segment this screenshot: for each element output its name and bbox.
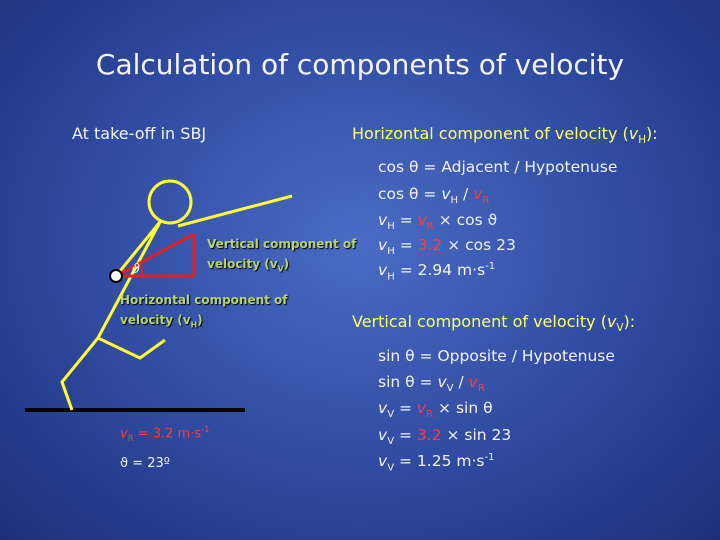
text-segment: -1	[484, 452, 495, 463]
left-heading: At take-off in SBJ	[72, 124, 207, 143]
angle-value: ϑ = 23º	[120, 456, 170, 471]
text-segment: v	[606, 312, 617, 331]
text-segment: Vertical component of	[207, 237, 357, 251]
angle-arc	[139, 262, 144, 277]
formula-line: cos θ = Adjacent / Hypotenuse	[378, 158, 617, 176]
text-segment: R	[482, 195, 490, 207]
text-segment: ):	[646, 124, 658, 143]
text-segment: V	[387, 436, 395, 448]
text-segment: ):	[623, 312, 636, 331]
text-segment: V	[387, 409, 395, 421]
vertical-heading: Vertical component of velocity (vV):	[352, 312, 635, 334]
text-segment: v	[378, 399, 388, 417]
text-segment: =	[394, 399, 417, 417]
formula-line: vH = 2.94 m·s-1	[378, 261, 495, 282]
text-segment: × cos ϑ	[433, 211, 498, 229]
text-segment: velocity (v	[120, 313, 191, 327]
text-segment: V	[387, 462, 395, 474]
joint	[109, 269, 123, 283]
shape	[115, 232, 195, 278]
formula-line: vV = 1.25 m·s-1	[378, 452, 495, 473]
text-segment: 3.2	[416, 426, 442, 444]
formula-line: cos θ = vH / vR	[378, 185, 489, 206]
formula-line: vH = 3.2 × cos 23	[378, 236, 516, 257]
text-segment: v	[378, 452, 388, 471]
text-segment: velocity (v	[207, 257, 278, 271]
text-segment: v	[378, 236, 388, 254]
text-segment: =	[394, 211, 418, 229]
shape	[147, 179, 193, 225]
horizontal-heading: Horizontal component of velocity (vH):	[352, 124, 658, 146]
text-segment: × cos 23	[442, 236, 516, 254]
text-segment: sin θ = Opposite / Hypotenuse	[378, 347, 615, 365]
formula-line: sin θ = vV / vR	[378, 373, 485, 394]
text-segment: = 1.25 m·s	[394, 452, 485, 471]
text-segment: Horizontal component of	[120, 293, 288, 307]
text-segment: v	[437, 373, 447, 391]
horizontal-label: Horizontal component of velocity (vH)	[120, 290, 288, 335]
velocity-triangle	[115, 232, 196, 278]
text-segment: V	[616, 322, 624, 335]
text-segment: R	[426, 221, 434, 233]
text-segment: = 3.2 m·s	[133, 426, 202, 442]
text-segment: =	[394, 236, 418, 254]
text-segment: H	[387, 246, 395, 258]
text-segment: -1	[201, 424, 210, 434]
text-segment: Horizontal component of velocity (	[352, 124, 629, 143]
text-segment: =	[394, 426, 417, 444]
text-segment: )	[283, 257, 290, 271]
angle-symbol: ϑ	[132, 262, 141, 277]
text-segment: cos θ = Adjacent / Hypotenuse	[378, 158, 618, 176]
text-segment: V	[446, 383, 454, 395]
text-segment: R	[477, 383, 485, 395]
text-segment: H	[387, 271, 395, 283]
formula-line: vV = 3.2 × sin 23	[378, 426, 511, 447]
text-segment: V	[277, 264, 284, 274]
text-segment: R	[426, 409, 434, 421]
shape	[97, 336, 166, 360]
text-segment: /	[458, 185, 474, 203]
text-segment: v	[378, 211, 388, 229]
text-segment: v	[441, 185, 451, 203]
text-segment: v	[628, 124, 639, 143]
velocity-value: vR = 3.2 m·s-1	[120, 424, 210, 443]
formula-line: sin θ = Opposite / Hypotenuse	[378, 347, 615, 365]
text-segment: v	[468, 373, 478, 391]
text-segment: H	[638, 134, 647, 147]
text-segment: H	[190, 320, 198, 330]
stick-figure	[60, 179, 293, 411]
text-segment: -1	[485, 261, 496, 272]
text-segment: )	[197, 313, 203, 327]
text-segment: /	[453, 373, 469, 391]
text-segment: 3.2	[417, 236, 443, 254]
text-segment: v	[378, 426, 388, 444]
text-segment: × sin 23	[441, 426, 512, 444]
text-segment: × sin θ	[433, 399, 493, 417]
text-segment: v	[120, 426, 128, 442]
text-segment: v	[416, 399, 427, 417]
text-segment: = 2.94 m·s	[394, 261, 486, 280]
shape	[177, 194, 293, 228]
text-segment: v	[473, 185, 483, 203]
text-segment: v	[378, 261, 388, 280]
text-segment: H	[387, 221, 395, 233]
formula-line: vV = vR × sin θ	[378, 399, 493, 420]
text-segment: R	[127, 432, 134, 443]
text-segment: cos θ =	[378, 185, 442, 203]
text-segment: sin θ =	[378, 373, 438, 391]
text-segment: H	[450, 195, 459, 207]
text-segment: Vertical component of velocity (	[352, 312, 607, 331]
text-segment: v	[417, 211, 427, 229]
title: Calculation of components of velocity	[95, 48, 625, 81]
formula-line: vH = vR × cos ϑ	[378, 211, 497, 232]
vertical-label: Vertical component of velocity (vV)	[207, 234, 356, 279]
